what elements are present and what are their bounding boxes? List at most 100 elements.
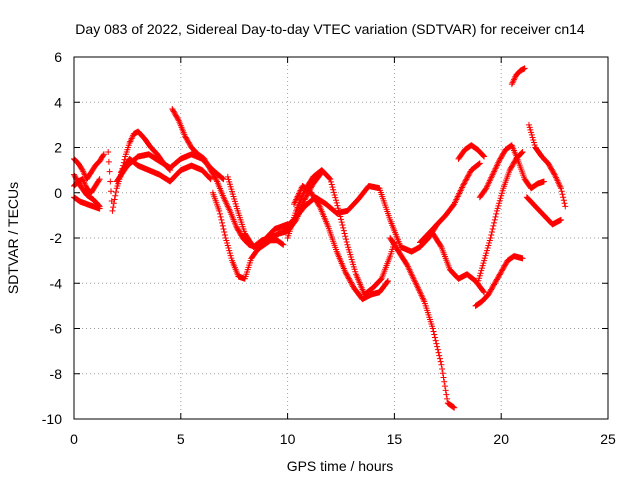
data-point [96,205,103,212]
data-point [235,227,242,234]
data-point [483,250,490,257]
data-point [480,260,487,267]
data-point [109,207,116,214]
data-point [171,109,178,116]
y-tick-label: 4 [54,94,62,110]
data-point [207,167,214,174]
data-point [218,216,225,223]
data-point [475,161,482,168]
data-point [498,154,505,161]
data-point [476,160,483,167]
data-point [493,210,500,217]
y-tick-label: -4 [50,275,63,291]
data-point [280,241,287,248]
series-trace-16 [429,230,488,296]
data-point [476,272,483,279]
data-point [72,174,79,181]
data-point [174,114,181,121]
data-point [498,267,505,274]
series-trace-1 [71,151,107,183]
data-point [498,153,505,160]
data-point [201,155,208,162]
data-point [461,179,468,186]
series-trace-15 [417,160,483,246]
data-point [206,164,213,171]
data-point [340,227,347,234]
data-point [219,174,226,181]
data-point [217,213,224,220]
data-point [211,174,218,181]
data-point [341,230,348,237]
data-point [495,273,502,280]
data-point [330,189,337,196]
data-point [490,282,497,289]
data-point [540,178,547,185]
data-point [493,207,500,214]
data-point [216,207,223,214]
data-point [302,195,309,202]
series-trace-20 [476,142,547,201]
data-point [331,192,338,199]
data-point [224,242,231,249]
data-point [441,378,448,385]
data-point [491,280,498,287]
data-point [545,160,552,167]
y-tick-label: -8 [50,366,63,382]
data-point [480,288,487,295]
data-point [384,277,391,284]
data-point [221,228,228,235]
data-point [488,285,495,292]
data-point [507,165,514,172]
data-point [169,106,176,113]
data-point [221,231,228,238]
data-point [481,289,488,296]
data-point [169,107,176,114]
data-point [508,164,515,171]
data-point [108,188,115,195]
data-point [343,271,350,278]
data-point [451,404,458,411]
series-trace-7 [117,155,214,185]
data-point [494,205,501,212]
data-point [384,278,391,285]
data-point [488,286,495,293]
data-point [518,149,525,156]
series-trace-11 [284,167,398,298]
data-point [182,133,189,140]
data-point [338,219,345,226]
data-point [78,165,85,172]
data-point [508,163,515,170]
data-point [489,225,496,232]
data-point [496,271,503,278]
data-point [492,278,499,285]
data-point [439,370,446,377]
data-point [436,352,443,359]
data-point [433,340,440,347]
x-tick-label: 10 [280,431,296,447]
data-point [213,177,220,184]
data-point [498,192,505,199]
data-point [476,160,483,167]
data-point [204,162,211,169]
data-point [279,241,286,248]
data-point [330,186,337,193]
data-point [437,358,444,365]
data-point [484,245,491,252]
data-point [548,166,555,173]
data-point [223,237,230,244]
data-point [429,325,436,332]
data-point [500,265,507,272]
data-point [439,365,446,372]
data-point [226,247,233,254]
data-point [220,225,227,232]
data-point [492,213,499,220]
data-point [491,281,498,288]
y-tick-label: 6 [54,49,62,65]
data-point [349,282,356,289]
data-point [496,197,503,204]
data-point [489,284,496,291]
data-point [222,235,229,241]
data-point [495,202,502,209]
data-point [209,170,216,177]
